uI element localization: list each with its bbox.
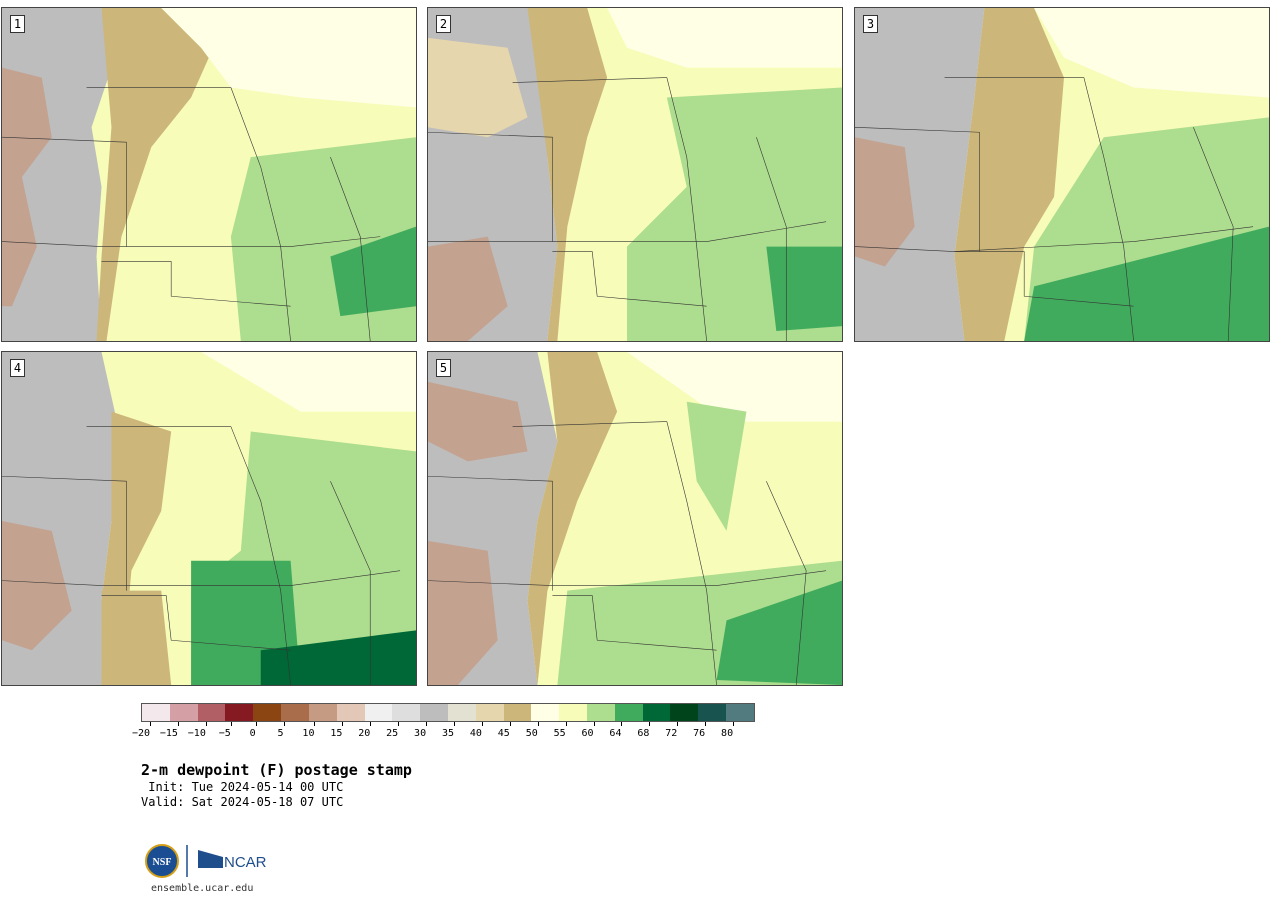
map-panel-5: 5 xyxy=(427,351,843,686)
nsf-logo-icon xyxy=(145,844,179,878)
nsf-ncar-logo: NSF NCAR xyxy=(145,844,267,878)
colorbar-tick-label: 76 xyxy=(693,722,711,739)
map-title: 2-m dewpoint (F) postage stamp xyxy=(141,761,412,779)
colorbar-swatch xyxy=(698,704,727,721)
colorbar-tick-label: −5 xyxy=(219,722,237,739)
dewpoint-map-3 xyxy=(855,8,1269,341)
colorbar-swatch xyxy=(670,704,699,721)
panel-number: 1 xyxy=(10,15,25,33)
colorbar-tick-label: 40 xyxy=(470,722,488,739)
colorbar-tick-label: −15 xyxy=(160,722,187,739)
colorbar-tick-label: 5 xyxy=(278,722,287,739)
colorbar-tick-labels: −20 −15 −10 −5 0 5 10 15 20 25 30 35 40 45 50 55 60 64 68 7… xyxy=(132,722,755,742)
colorbar-swatch xyxy=(726,704,754,721)
dewpoint-map-5 xyxy=(428,352,842,685)
colorbar-tick-label: −20 xyxy=(132,722,159,739)
colorbar-swatch xyxy=(559,704,587,721)
ncar-logo-icon xyxy=(198,850,223,868)
colorbar-swatch xyxy=(364,704,393,721)
colorbar-tick-label: −10 xyxy=(188,722,215,739)
colorbar-swatch xyxy=(420,704,448,721)
colorbar-tick-label: 25 xyxy=(386,722,404,739)
colorbar-tick-label: 72 xyxy=(665,722,683,739)
colorbar-swatch xyxy=(142,704,170,721)
panel-number: 3 xyxy=(863,15,878,33)
colorbar-tick-label: 64 xyxy=(609,722,627,739)
dewpoint-map-1 xyxy=(2,8,416,341)
map-panel-1: 1 xyxy=(1,7,417,342)
colorbar-tick-label: 80 xyxy=(721,722,739,739)
colorbar-tick-label: 20 xyxy=(358,722,376,739)
colorbar-tick-label: 50 xyxy=(526,722,544,739)
panel-number: 2 xyxy=(436,15,451,33)
panel-number: 5 xyxy=(436,359,451,377)
colorbar-tick-label: 55 xyxy=(554,722,572,739)
colorbar-tick-label: 10 xyxy=(302,722,320,739)
colorbar-swatch xyxy=(225,704,254,721)
colorbar-swatch xyxy=(642,704,671,721)
colorbar-swatch xyxy=(392,704,421,721)
colorbar-swatch xyxy=(197,704,226,721)
ncar-logo-text: NCAR xyxy=(224,854,267,871)
colorbar-tick-label: 45 xyxy=(498,722,516,739)
colorbar-tick-label: 15 xyxy=(330,722,348,739)
colorbar-swatch xyxy=(447,704,476,721)
colorbar-tick-label: 35 xyxy=(442,722,460,739)
site-url: ensemble.ucar.edu xyxy=(151,883,254,894)
colorbar-swatch xyxy=(503,704,532,721)
map-panel-4: 4 xyxy=(1,351,417,686)
colorbar-swatch xyxy=(475,704,504,721)
colorbar-tick-label: 30 xyxy=(414,722,432,739)
colorbar-swatch xyxy=(281,704,309,721)
colorbar-tick-label: 60 xyxy=(582,722,600,739)
map-panel-2: 2 xyxy=(427,7,843,342)
nsf-logo-text: NSF xyxy=(153,857,172,868)
dewpoint-map-4 xyxy=(2,352,416,685)
colorbar-swatch xyxy=(336,704,365,721)
colorbar-swatch xyxy=(587,704,615,721)
colorbar-swatch xyxy=(614,704,643,721)
init-time: Init: Tue 2024-05-14 00 UTC xyxy=(141,780,344,794)
colorbar-tick-label: 0 xyxy=(250,722,259,739)
dewpoint-map-2 xyxy=(428,8,842,341)
colorbar-swatch xyxy=(169,704,198,721)
colorbar-swatch xyxy=(308,704,337,721)
colorbar-swatch xyxy=(531,704,560,721)
dewpoint-colorbar xyxy=(141,703,755,722)
valid-time: Valid: Sat 2024-05-18 07 UTC xyxy=(141,795,344,809)
logos: NSF NCAR xyxy=(145,843,275,879)
colorbar-tick-label: 68 xyxy=(637,722,655,739)
colorbar-swatch xyxy=(253,704,282,721)
panel-number: 4 xyxy=(10,359,25,377)
map-panel-3: 3 xyxy=(854,7,1270,342)
